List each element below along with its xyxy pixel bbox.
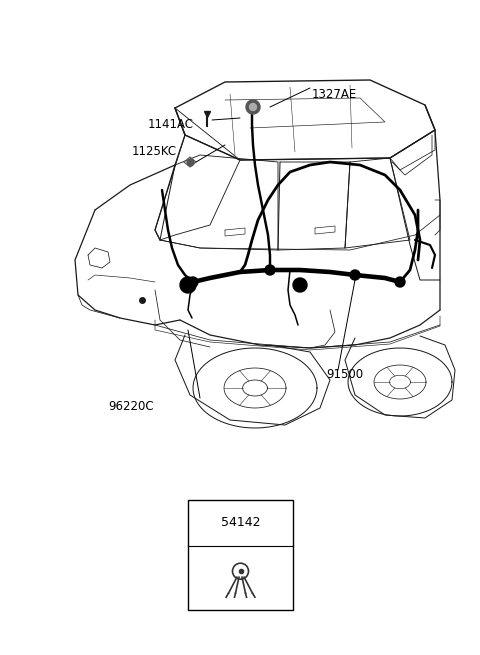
Text: 91500: 91500 <box>326 368 363 381</box>
Text: 1327AE: 1327AE <box>312 88 357 101</box>
Circle shape <box>265 265 275 275</box>
Text: 54142: 54142 <box>221 515 260 529</box>
Text: 1141AC: 1141AC <box>148 118 194 131</box>
Text: 1125KC: 1125KC <box>132 145 177 158</box>
Circle shape <box>350 270 360 280</box>
Circle shape <box>246 100 260 114</box>
Circle shape <box>188 277 198 287</box>
Circle shape <box>180 277 196 293</box>
Circle shape <box>250 103 256 111</box>
Text: 96220C: 96220C <box>108 400 154 413</box>
Bar <box>188 500 293 610</box>
Circle shape <box>395 277 405 287</box>
Circle shape <box>293 278 307 292</box>
